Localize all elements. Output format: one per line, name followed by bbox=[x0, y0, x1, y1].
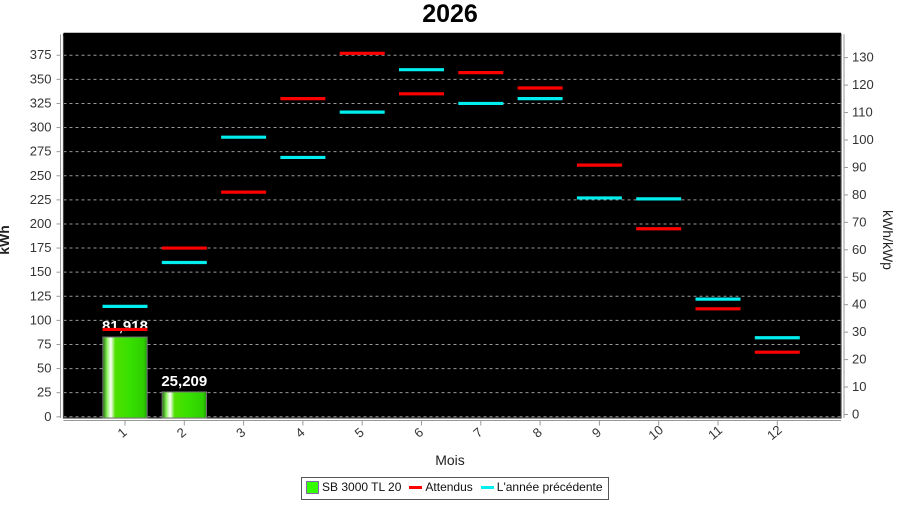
svg-text:275: 275 bbox=[30, 144, 52, 159]
svg-text:325: 325 bbox=[30, 95, 52, 110]
svg-text:5: 5 bbox=[352, 424, 367, 440]
svg-text:12: 12 bbox=[764, 422, 785, 443]
svg-text:75: 75 bbox=[37, 337, 51, 352]
svg-text:225: 225 bbox=[30, 192, 52, 207]
svg-text:81,918: 81,918 bbox=[102, 318, 148, 335]
svg-text:4: 4 bbox=[292, 424, 307, 440]
svg-text:2: 2 bbox=[174, 424, 189, 440]
svg-text:10: 10 bbox=[852, 379, 866, 394]
svg-text:3: 3 bbox=[233, 424, 248, 440]
svg-text:50: 50 bbox=[852, 269, 866, 284]
svg-text:0: 0 bbox=[852, 407, 859, 422]
svg-text:0: 0 bbox=[44, 409, 51, 424]
svg-text:300: 300 bbox=[30, 120, 52, 135]
svg-text:130: 130 bbox=[852, 50, 874, 65]
svg-text:8: 8 bbox=[530, 424, 545, 440]
svg-text:1: 1 bbox=[115, 424, 130, 440]
svg-text:100: 100 bbox=[852, 132, 874, 147]
svg-text:60: 60 bbox=[852, 242, 866, 257]
svg-text:11: 11 bbox=[705, 422, 725, 442]
svg-text:6: 6 bbox=[411, 424, 426, 440]
svg-text:250: 250 bbox=[30, 168, 52, 183]
svg-text:350: 350 bbox=[30, 71, 52, 86]
svg-text:20: 20 bbox=[852, 352, 866, 367]
svg-text:100: 100 bbox=[30, 312, 52, 327]
svg-text:120: 120 bbox=[852, 77, 874, 92]
svg-text:150: 150 bbox=[30, 264, 52, 279]
svg-text:40: 40 bbox=[852, 297, 866, 312]
svg-text:200: 200 bbox=[30, 216, 52, 231]
svg-text:25,209: 25,209 bbox=[161, 373, 207, 390]
svg-text:80: 80 bbox=[852, 187, 866, 202]
svg-text:70: 70 bbox=[852, 214, 866, 229]
svg-text:125: 125 bbox=[30, 288, 52, 303]
svg-text:90: 90 bbox=[852, 160, 866, 175]
svg-text:110: 110 bbox=[852, 105, 873, 120]
svg-text:7: 7 bbox=[470, 424, 485, 440]
svg-text:30: 30 bbox=[852, 324, 866, 339]
svg-text:9: 9 bbox=[589, 424, 604, 440]
svg-text:25: 25 bbox=[37, 385, 51, 400]
svg-text:10: 10 bbox=[645, 422, 666, 443]
svg-text:375: 375 bbox=[30, 47, 52, 62]
svg-text:175: 175 bbox=[30, 240, 52, 255]
svg-text:50: 50 bbox=[37, 361, 51, 376]
